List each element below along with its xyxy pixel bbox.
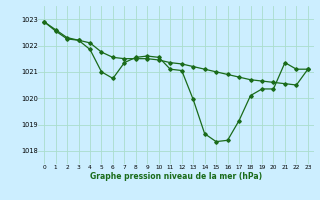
X-axis label: Graphe pression niveau de la mer (hPa): Graphe pression niveau de la mer (hPa)	[90, 172, 262, 181]
